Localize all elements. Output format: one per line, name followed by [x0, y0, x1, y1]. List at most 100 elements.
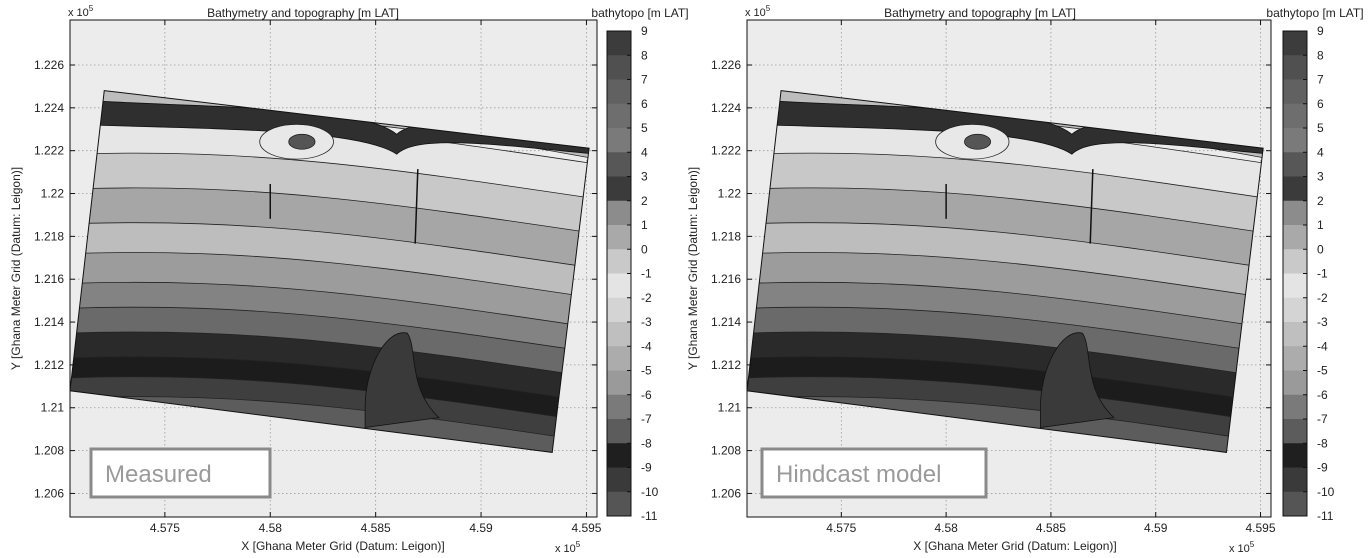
- colorbar-segment: [607, 346, 631, 371]
- colorbar-tick-label: 8: [1317, 48, 1324, 62]
- y-tick-label: 1.224: [34, 101, 64, 115]
- colorbar-tick-label: -8: [641, 436, 652, 450]
- colorbar-segment: [1283, 443, 1307, 468]
- colorbar-tick-label: 2: [641, 194, 648, 208]
- axes-frame: [69, 19, 598, 518]
- x-axis-label: X [Ghana Meter Grid (Datum: Leigon)]: [913, 539, 1116, 553]
- colorbar-tick-label: -10: [641, 485, 659, 499]
- colorbar-title: bathytopo [m LAT]: [591, 6, 688, 20]
- colorbar-segment: [1283, 322, 1307, 347]
- x-tick-label: 4.58: [934, 521, 958, 535]
- colorbar-segment: [1283, 55, 1307, 80]
- colorbar-segment: [1283, 273, 1307, 299]
- plot-title: Bathymetry and topography [m LAT]: [884, 6, 1076, 20]
- colorbar-tick-label: -5: [641, 364, 652, 378]
- colorbar-tick-label: -3: [641, 315, 652, 329]
- x-tick-label: 4.59: [1144, 521, 1168, 535]
- colorbar-segment: [1283, 152, 1307, 177]
- colorbar-segment: [1283, 176, 1307, 202]
- y-tick-label: 1.206: [711, 486, 741, 500]
- colorbar-tick-label: 0: [641, 242, 648, 256]
- colorbar-tick-label: 9: [1317, 24, 1324, 38]
- canyon-feature: [364, 332, 440, 428]
- colorbar-segment: [1283, 491, 1307, 517]
- colorbar-segment: [607, 419, 631, 444]
- colorbar-segment: [1283, 249, 1307, 274]
- annotation-label: Hindcast model: [776, 461, 941, 488]
- lagoon-core: [964, 133, 992, 150]
- y-exponent-power: 5: [89, 4, 94, 13]
- colorbar-tick-label: 9: [641, 24, 648, 38]
- colorbar-tick-label: 3: [1317, 170, 1324, 184]
- colorbar-tick-label: 5: [1317, 121, 1324, 135]
- colorbar-tick-label: 1: [641, 218, 648, 232]
- y-tick-label: 1.208: [34, 444, 64, 458]
- colorbar-tick-label: -8: [1317, 436, 1328, 450]
- x-exponent-power: 5: [1250, 540, 1255, 549]
- groyne-east: [1089, 169, 1094, 244]
- lagoon-core: [288, 133, 316, 150]
- plot-title: Bathymetry and topography [m LAT]: [207, 6, 399, 20]
- y-tick-label: 1.214: [711, 315, 741, 329]
- colorbar-segment: [607, 79, 631, 105]
- colorbar-segment: [607, 152, 631, 177]
- annotation-box: [89, 447, 272, 499]
- colorbar-segment: [607, 297, 631, 323]
- y-tick-label: 1.222: [34, 144, 64, 158]
- y-tick-label: 1.222: [711, 144, 741, 158]
- colorbar-tick-label: -1: [641, 267, 652, 281]
- x-exponent-power: 5: [576, 540, 581, 549]
- colorbar-segment: [607, 225, 631, 250]
- colorbar-segment: [607, 176, 631, 202]
- x-tick-label: 4.59: [469, 521, 493, 535]
- y-exponent-label: x 105: [745, 4, 771, 19]
- domain-border: [746, 90, 1264, 453]
- y-tick-label: 1.214: [34, 315, 64, 329]
- x-exponent-label: x 105: [1229, 540, 1255, 555]
- x-tick-label: 4.585: [361, 521, 391, 535]
- colorbar-tick-label: 5: [641, 121, 648, 135]
- colorbar-segment: [607, 322, 631, 347]
- colorbar-segment: [1283, 297, 1307, 323]
- colorbar-tick-label: -1: [1317, 267, 1328, 281]
- colorbar-segment: [607, 394, 631, 420]
- colorbar-tick-label: 4: [641, 145, 648, 159]
- colorbar-tick-label: -2: [1317, 291, 1328, 305]
- colorbar-segment: [1283, 128, 1307, 153]
- y-tick-label: 1.21: [41, 401, 65, 415]
- colorbar-segment: [1283, 79, 1307, 105]
- x-tick-label: 4.595: [571, 521, 601, 535]
- x-tick-label: 4.585: [1036, 521, 1066, 535]
- y-tick-label: 1.218: [34, 229, 64, 243]
- colorbar-segment: [1283, 419, 1307, 444]
- colorbar-tick-label: -10: [1317, 485, 1335, 499]
- colorbar-tick-label: 6: [1317, 97, 1324, 111]
- colorbar-segment: [607, 55, 631, 80]
- colorbar-segment: [607, 491, 631, 517]
- colorbar-tick-label: 3: [641, 170, 648, 184]
- colorbar-tick-label: -3: [1317, 315, 1328, 329]
- domain-border: [69, 90, 590, 453]
- y-axis-label: Y [Ghana Meter Grid (Datum: Leigon)]: [9, 167, 23, 370]
- colorbar-tick-label: 0: [1317, 242, 1324, 256]
- x-tick-label: 4.58: [259, 521, 283, 535]
- y-tick-label: 1.22: [41, 187, 65, 201]
- annotation-label: Measured: [105, 461, 212, 488]
- y-axis-label: Y [Ghana Meter Grid (Datum: Leigon)]: [686, 167, 700, 370]
- y-tick-label: 1.208: [711, 444, 741, 458]
- panel-hindcast-model: 4.575 4.58 4.585 4.59 4.595 1.206 1.208 1.21 1.2…: [686, 4, 1364, 555]
- colorbar-segment: [1283, 200, 1307, 226]
- colorbar-tick-label: -5: [1317, 364, 1328, 378]
- colorbar-tick-label: -11: [641, 509, 658, 523]
- x-tick-label: 4.595: [1246, 521, 1276, 535]
- colorbar-segment: [607, 31, 631, 56]
- colorbar-tick-label: 2: [1317, 194, 1324, 208]
- y-exponent-label: x 105: [68, 4, 94, 19]
- colorbar-segment: [607, 370, 631, 396]
- colorbar-tick-label: -11: [1317, 509, 1334, 523]
- y-exponent-power: 5: [766, 4, 771, 13]
- colorbar-tick-label: -7: [641, 412, 652, 426]
- colorbar-segment: [607, 128, 631, 153]
- colorbar-segment: [1283, 394, 1307, 420]
- y-tick-label: 1.226: [711, 58, 741, 72]
